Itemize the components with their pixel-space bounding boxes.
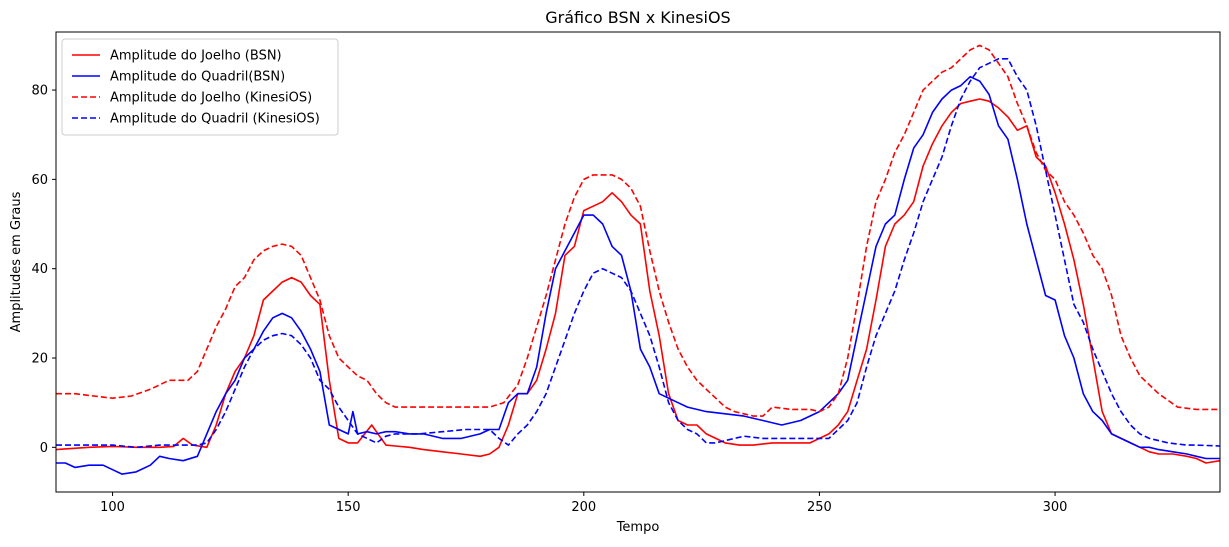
series-layer — [56, 44, 1220, 475]
x-tick-label: 300 — [1043, 500, 1068, 515]
x-tick-label: 200 — [571, 500, 596, 515]
x-tick-label: 100 — [100, 500, 125, 515]
y-axis-label: Amplitudes em Graus — [9, 191, 24, 332]
legend-label: Amplitude do Quadril(BSN) — [110, 70, 285, 85]
x-axis: 100 150 200 250 300 — [100, 492, 1067, 515]
y-tick-label: 40 — [31, 262, 48, 277]
legend-label: Amplitude do Joelho (KinesiOS) — [110, 91, 312, 106]
series-line-3 — [56, 44, 1220, 417]
x-tick-label: 250 — [807, 500, 832, 515]
legend-box — [61, 38, 339, 136]
series-line-4 — [56, 57, 1220, 449]
y-tick-label: 0 — [40, 441, 48, 456]
legend: Amplitude do Joelho (BSN) Amplitude do Qu… — [61, 38, 339, 136]
y-tick-label: 60 — [31, 173, 48, 188]
x-axis-label: Tempo — [616, 520, 660, 535]
chart-title: Gráfico BSN x KinesiOS — [545, 8, 730, 27]
y-tick-label: 20 — [31, 352, 48, 367]
y-axis: 0 20 40 60 80 — [31, 84, 56, 456]
legend-label: Amplitude do Joelho (BSN) — [110, 49, 282, 64]
x-tick-label: 150 — [336, 500, 361, 515]
legend-label: Amplitude do Quadril (KinesiOS) — [110, 112, 320, 127]
series-line-2 — [56, 75, 1220, 475]
y-tick-label: 80 — [31, 84, 48, 99]
plot-frame — [55, 31, 1221, 493]
